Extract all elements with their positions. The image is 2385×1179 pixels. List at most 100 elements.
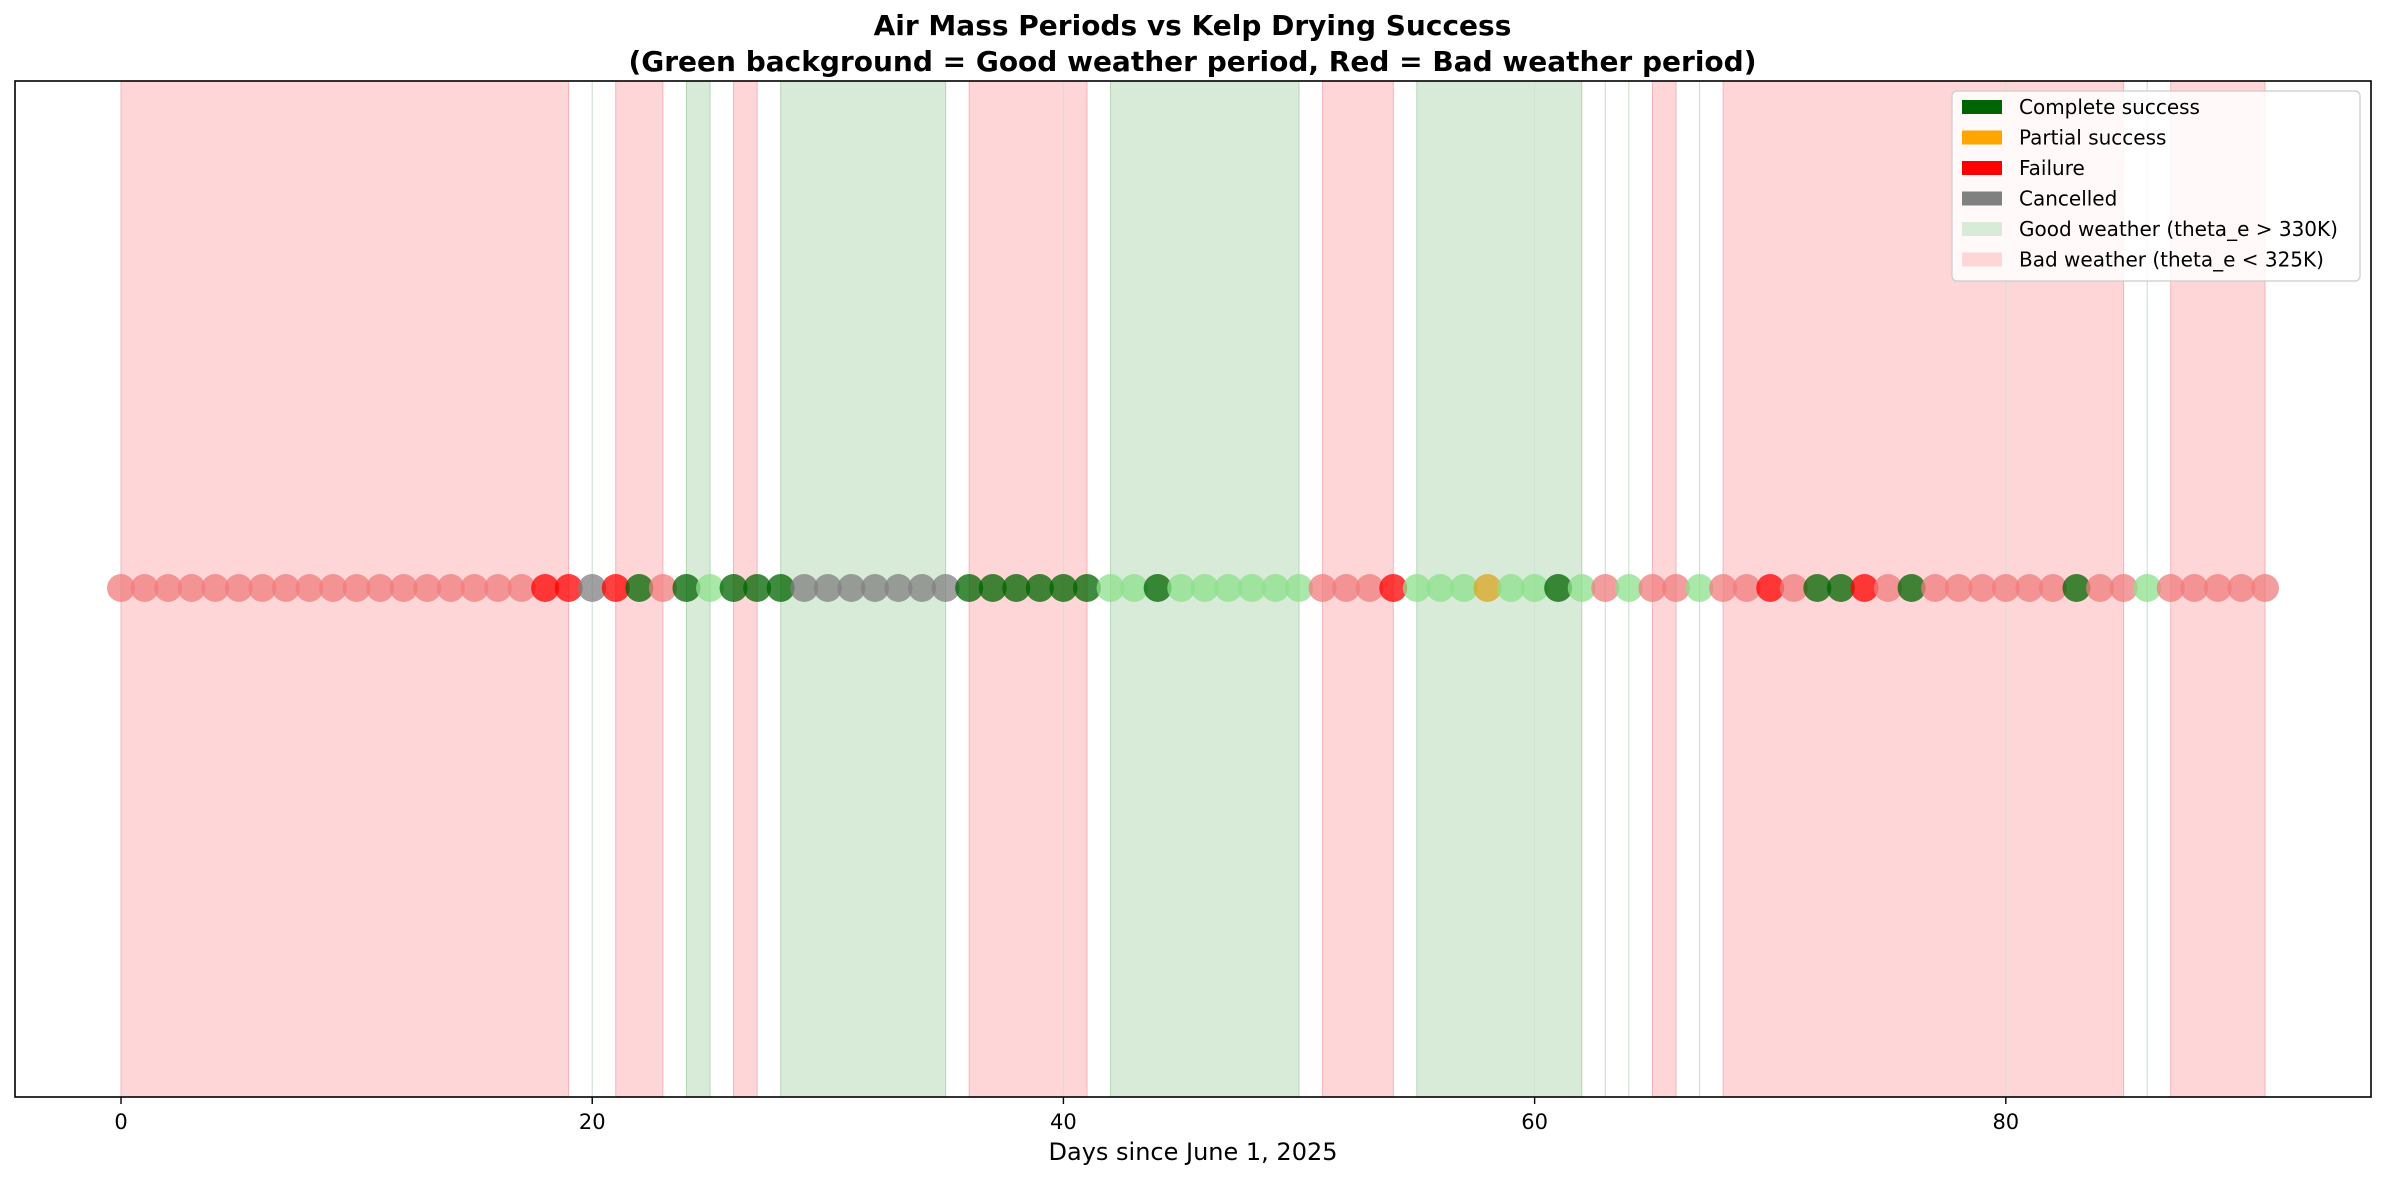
- point-day-3: [177, 574, 206, 602]
- point-day-80: [1991, 574, 2020, 602]
- point-day-69: [1732, 574, 1761, 602]
- point-day-65: [1638, 574, 1667, 602]
- legend-swatch-2: [1962, 161, 2002, 175]
- point-day-47: [1214, 574, 1243, 602]
- point-day-4: [201, 574, 230, 602]
- point-day-44: [1143, 574, 1172, 602]
- point-day-34: [908, 574, 937, 602]
- chart-title: Air Mass Periods vs Kelp Drying Success: [873, 9, 1512, 42]
- point-day-74: [1850, 574, 1879, 602]
- point-day-16: [483, 574, 512, 602]
- point-day-1: [130, 574, 159, 602]
- legend-label-1: Partial success: [2019, 126, 2166, 150]
- point-day-18: [531, 574, 560, 602]
- x-tick-label-20: 20: [579, 1110, 606, 1134]
- point-day-39: [1025, 574, 1054, 602]
- point-day-41: [1072, 574, 1101, 602]
- point-day-28: [766, 574, 795, 602]
- point-day-90: [2227, 574, 2256, 602]
- point-day-64: [1614, 574, 1643, 602]
- legend-swatch-0: [1962, 100, 2002, 114]
- point-day-8: [295, 574, 324, 602]
- point-day-22: [625, 574, 654, 602]
- point-day-25: [696, 574, 725, 602]
- x-tick-label-0: 0: [114, 1110, 127, 1134]
- x-tick-label-40: 40: [1050, 1110, 1077, 1134]
- point-day-6: [248, 574, 277, 602]
- legend-label-5: Bad weather (theta_e < 325K): [2019, 248, 2324, 272]
- point-day-58: [1473, 574, 1502, 602]
- point-day-75: [1874, 574, 1903, 602]
- point-day-11: [366, 574, 395, 602]
- point-day-12: [389, 574, 418, 602]
- point-day-48: [1237, 574, 1266, 602]
- point-day-14: [436, 574, 465, 602]
- chart-title-block: Air Mass Periods vs Kelp Drying Success …: [0, 8, 2385, 80]
- point-day-52: [1332, 574, 1361, 602]
- point-day-20: [578, 574, 607, 602]
- legend-swatch-3: [1962, 191, 2002, 206]
- point-day-68: [1709, 574, 1738, 602]
- point-day-61: [1544, 574, 1573, 602]
- point-day-15: [460, 574, 489, 602]
- point-day-91: [2250, 574, 2279, 602]
- point-day-85: [2109, 574, 2138, 602]
- x-tick-label-60: 60: [1521, 1110, 1548, 1134]
- point-day-43: [1120, 574, 1149, 602]
- point-day-27: [743, 574, 772, 602]
- point-day-36: [955, 574, 984, 602]
- point-day-83: [2062, 574, 2091, 602]
- point-day-24: [672, 574, 701, 602]
- point-day-42: [1096, 574, 1125, 602]
- point-day-31: [837, 574, 866, 602]
- point-day-54: [1379, 574, 1408, 602]
- point-day-63: [1591, 574, 1620, 602]
- point-day-30: [813, 574, 842, 602]
- point-day-55: [1402, 574, 1431, 602]
- point-day-21: [601, 574, 630, 602]
- point-day-19: [554, 574, 583, 602]
- point-day-45: [1167, 574, 1196, 602]
- point-day-33: [884, 574, 913, 602]
- legend-swatch-1: [1962, 130, 2002, 145]
- point-day-70: [1756, 574, 1785, 602]
- point-day-88: [2180, 574, 2209, 602]
- point-day-0: [107, 574, 136, 602]
- point-day-46: [1190, 574, 1219, 602]
- point-day-13: [413, 574, 442, 602]
- point-day-72: [1803, 574, 1832, 602]
- point-day-77: [1921, 574, 1950, 602]
- point-day-32: [860, 574, 889, 602]
- point-day-87: [2156, 574, 2185, 602]
- x-axis-ticks: 0 20 40 60 80: [114, 1097, 2019, 1134]
- point-day-2: [154, 574, 183, 602]
- point-day-5: [224, 574, 253, 602]
- chart-subtitle: (Green background = Good weather period,…: [628, 45, 1757, 78]
- point-day-17: [507, 574, 536, 602]
- legend-swatch-5: [1962, 252, 2002, 267]
- point-day-62: [1567, 574, 1596, 602]
- point-day-53: [1355, 574, 1384, 602]
- point-day-78: [1944, 574, 1973, 602]
- point-day-49: [1261, 574, 1290, 602]
- point-day-81: [2015, 574, 2044, 602]
- point-day-84: [2086, 574, 2115, 602]
- point-day-71: [1779, 574, 1808, 602]
- legend: Complete success Partial success Failure Ca…: [1951, 90, 2361, 282]
- plot-frame: [14, 80, 2372, 1098]
- point-day-73: [1826, 574, 1855, 602]
- point-day-60: [1520, 574, 1549, 602]
- point-day-59: [1497, 574, 1526, 602]
- point-day-76: [1897, 574, 1926, 602]
- point-day-37: [978, 574, 1007, 602]
- point-day-7: [271, 574, 300, 602]
- data-points: [107, 574, 2279, 602]
- point-day-50: [1285, 574, 1314, 602]
- legend-box: [1951, 90, 2361, 282]
- point-day-40: [1049, 574, 1078, 602]
- point-day-26: [719, 574, 748, 602]
- point-day-86: [2133, 574, 2162, 602]
- point-day-79: [1968, 574, 1997, 602]
- legend-label-3: Cancelled: [2019, 187, 2117, 211]
